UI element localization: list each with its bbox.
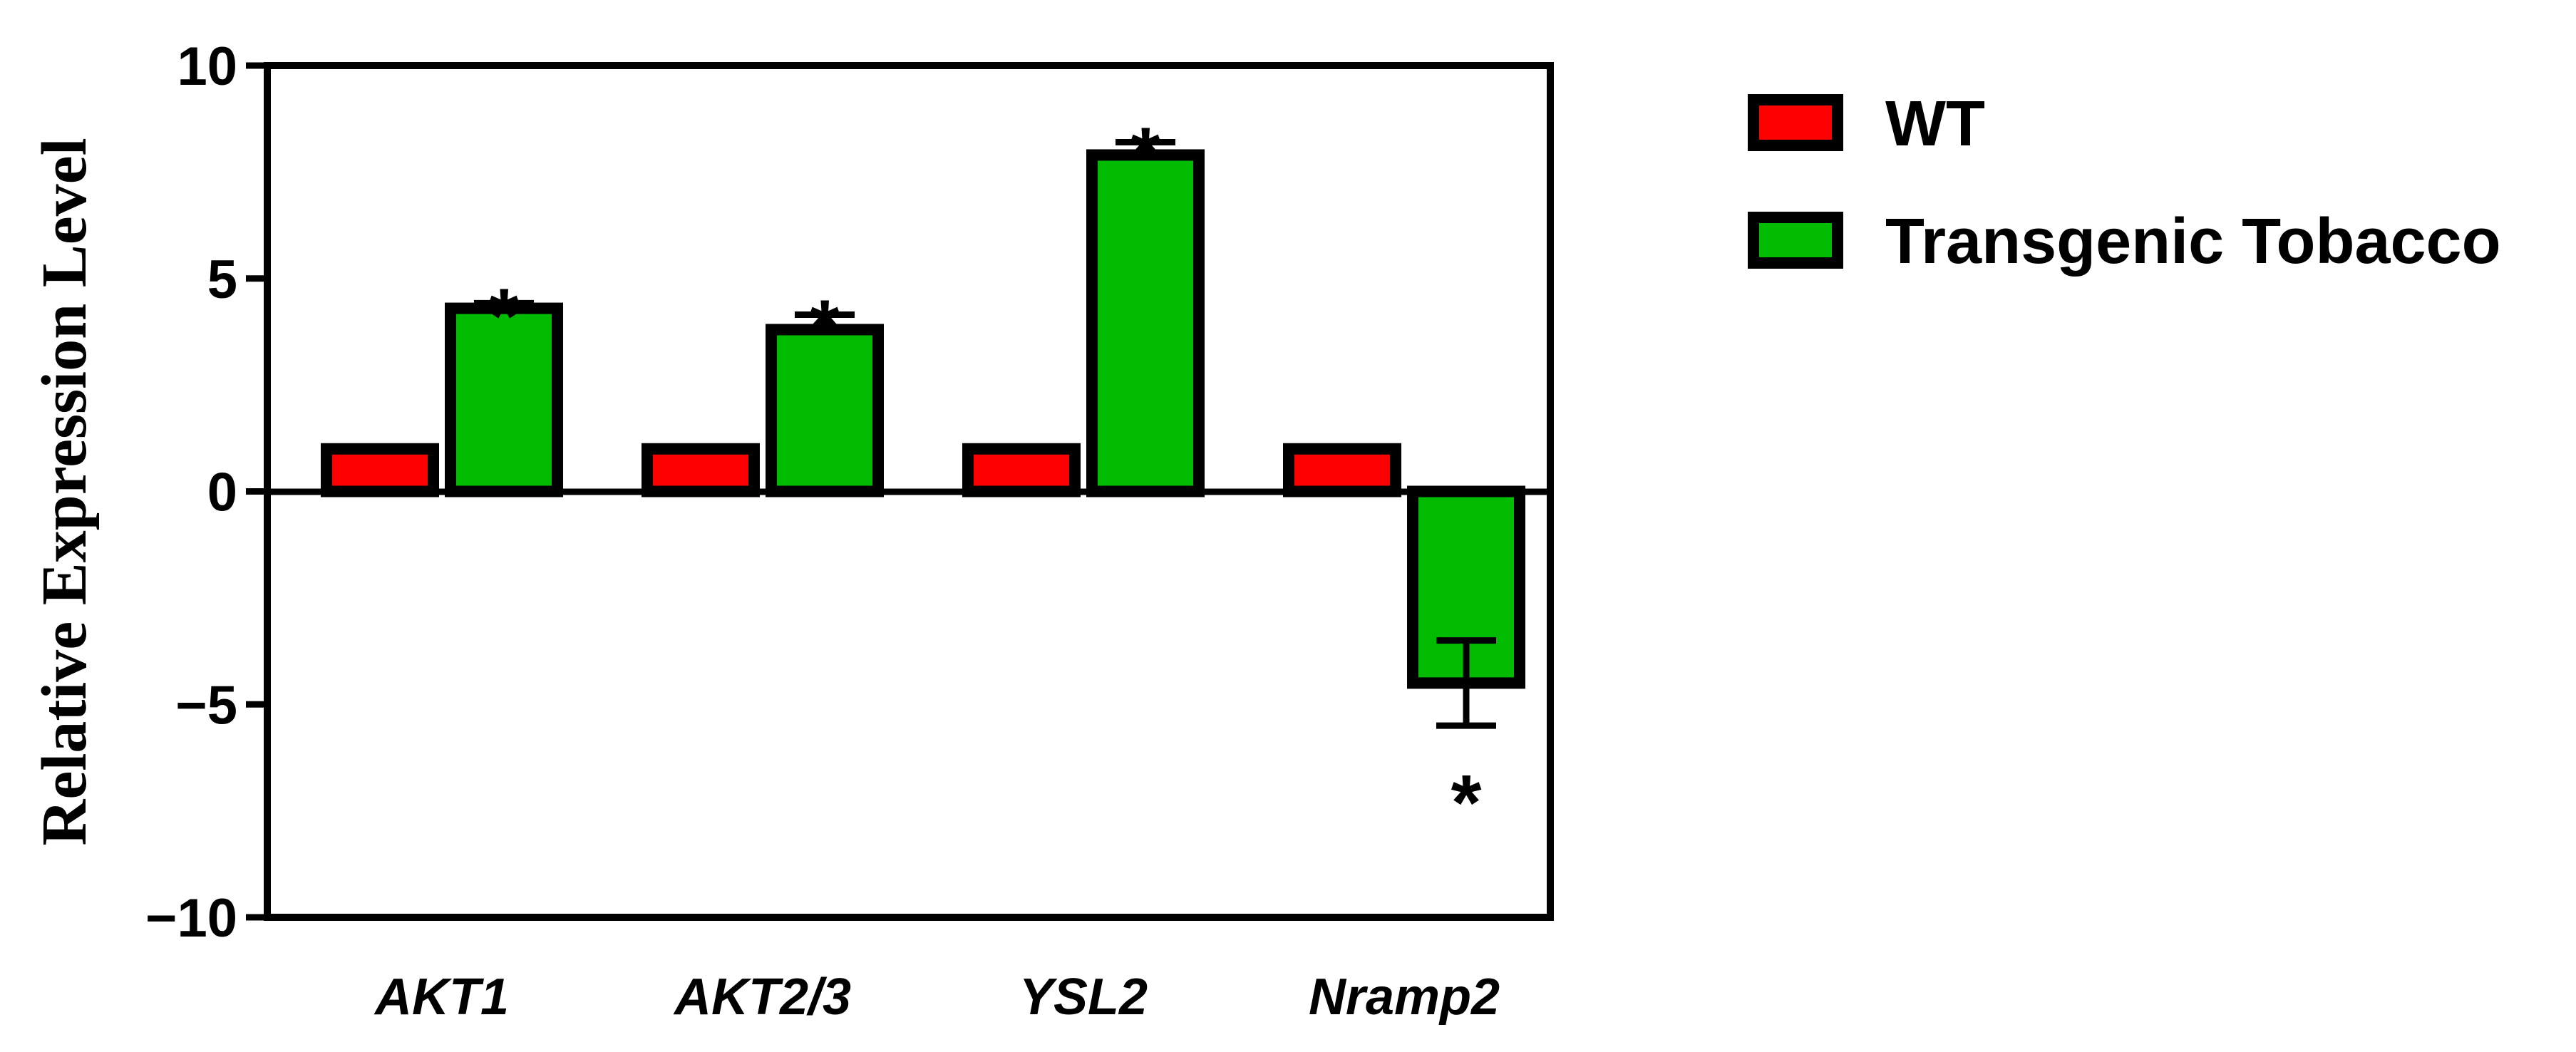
bars: [321, 149, 1525, 689]
legend-swatch-0: [1748, 94, 1843, 151]
error-bars: [350, 139, 1496, 729]
legend-swatch-1: [1748, 212, 1843, 269]
bar-wt-3: [1283, 443, 1401, 497]
bar-transgenic-1: [766, 324, 884, 497]
bar-wt-2: [962, 443, 1081, 497]
significance-star: *: [1451, 759, 1482, 847]
bar-transgenic-2: [1086, 149, 1205, 497]
significance-star: *: [1130, 112, 1161, 200]
bar-wt-0: [321, 443, 439, 497]
y-tick-label: −10: [145, 888, 237, 949]
y-tick-label: 5: [207, 249, 237, 310]
y-tick-label: 0: [207, 463, 237, 523]
y-tick-label: 10: [177, 36, 237, 97]
legend-label-1: Transgenic Tobacco: [1885, 206, 2501, 277]
legend: WT Transgenic Tobacco: [1748, 88, 2501, 277]
bar-wt-1: [642, 443, 760, 497]
plot-area: −10 −5 0 5 10 * * * * AKT1 AKT2/3 YSL2 Nramp2: [145, 36, 1554, 1026]
x-category-label: YSL2: [1019, 969, 1148, 1026]
x-category-label: AKT1: [373, 969, 509, 1026]
x-category-label: Nramp2: [1309, 969, 1500, 1026]
y-axis-ticks: −10 −5 0 5 10: [145, 36, 267, 949]
x-category-label: AKT2/3: [673, 969, 851, 1026]
legend-label-0: WT: [1885, 88, 1985, 160]
significance-markers: * * * *: [489, 112, 1482, 847]
significance-star: *: [489, 272, 520, 360]
y-axis-title: Relative Expression Level: [29, 138, 100, 845]
x-axis-labels: AKT1 AKT2/3 YSL2 Nramp2: [373, 969, 1500, 1026]
y-tick-label: −5: [175, 675, 237, 736]
significance-star: *: [810, 284, 840, 372]
